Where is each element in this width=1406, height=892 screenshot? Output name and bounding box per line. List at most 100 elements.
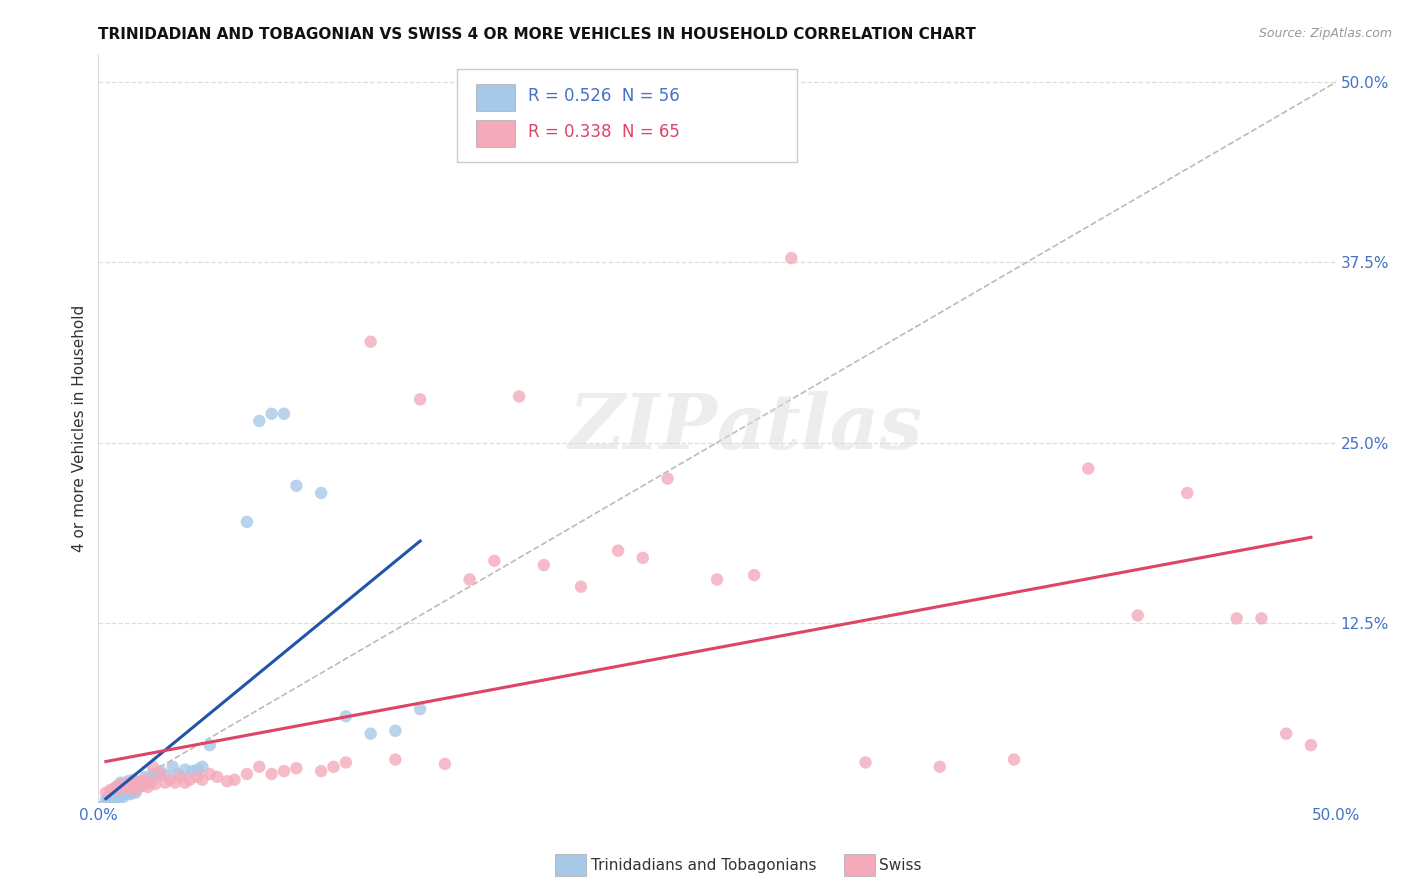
- Point: [129, 774, 152, 789]
- Point: [409, 392, 432, 407]
- Point: [124, 786, 146, 800]
- Point: [107, 779, 129, 793]
- Point: [127, 781, 149, 796]
- Point: [122, 784, 145, 798]
- Point: [155, 768, 177, 782]
- Point: [143, 770, 166, 784]
- Point: [433, 756, 456, 771]
- Point: [458, 573, 481, 587]
- Point: [360, 334, 382, 349]
- Point: [322, 760, 344, 774]
- Point: [143, 777, 166, 791]
- Point: [236, 767, 259, 781]
- Point: [103, 787, 125, 801]
- Point: [309, 764, 332, 778]
- Point: [139, 775, 162, 789]
- Point: [1126, 608, 1149, 623]
- Point: [103, 793, 125, 807]
- Point: [142, 767, 165, 781]
- Point: [134, 770, 156, 784]
- Text: Swiss: Swiss: [879, 858, 921, 872]
- Point: [780, 251, 803, 265]
- Point: [508, 389, 530, 403]
- Text: TRINIDADIAN AND TOBAGONIAN VS SWISS 4 OR MORE VEHICLES IN HOUSEHOLD CORRELATION : TRINIDADIAN AND TOBAGONIAN VS SWISS 4 OR…: [98, 27, 976, 42]
- Point: [1299, 738, 1322, 752]
- Point: [149, 767, 172, 781]
- Point: [533, 558, 555, 572]
- Point: [198, 738, 221, 752]
- Text: Source: ZipAtlas.com: Source: ZipAtlas.com: [1258, 27, 1392, 40]
- Point: [409, 702, 432, 716]
- Point: [174, 775, 197, 789]
- Point: [112, 784, 135, 798]
- Point: [706, 573, 728, 587]
- Point: [149, 764, 172, 778]
- Point: [127, 777, 149, 791]
- Point: [360, 726, 382, 740]
- Point: [335, 756, 357, 770]
- Point: [1077, 461, 1099, 475]
- Point: [112, 777, 135, 791]
- Point: [110, 779, 132, 793]
- Point: [384, 723, 406, 738]
- Text: R = 0.338  N = 65: R = 0.338 N = 65: [527, 123, 679, 141]
- Point: [247, 760, 270, 774]
- Point: [162, 760, 184, 774]
- Point: [285, 761, 308, 775]
- Point: [142, 760, 165, 774]
- Point: [191, 760, 214, 774]
- Point: [120, 781, 142, 796]
- Point: [136, 780, 159, 794]
- Point: [136, 772, 159, 787]
- Point: [117, 774, 139, 789]
- Point: [742, 568, 765, 582]
- Point: [120, 779, 142, 793]
- Point: [169, 770, 191, 784]
- Point: [309, 486, 332, 500]
- Point: [273, 764, 295, 778]
- Point: [110, 782, 132, 797]
- FancyBboxPatch shape: [457, 69, 797, 162]
- Y-axis label: 4 or more Vehicles in Household: 4 or more Vehicles in Household: [72, 304, 87, 552]
- Point: [120, 787, 142, 801]
- Point: [139, 774, 162, 789]
- Point: [117, 775, 139, 789]
- Point: [174, 763, 197, 777]
- Point: [1275, 726, 1298, 740]
- Text: R = 0.526  N = 56: R = 0.526 N = 56: [527, 87, 679, 105]
- Point: [484, 554, 506, 568]
- Point: [198, 767, 221, 781]
- Point: [273, 407, 295, 421]
- Point: [186, 763, 208, 777]
- Text: atlas: atlas: [717, 392, 924, 465]
- Point: [100, 782, 122, 797]
- Point: [107, 791, 129, 805]
- Point: [631, 550, 654, 565]
- Point: [122, 772, 145, 787]
- Point: [335, 709, 357, 723]
- Point: [569, 580, 592, 594]
- Point: [236, 515, 259, 529]
- Point: [224, 772, 246, 787]
- Point: [94, 786, 117, 800]
- Point: [166, 767, 188, 781]
- Point: [122, 777, 145, 791]
- Point: [100, 784, 122, 798]
- Point: [107, 781, 129, 796]
- Point: [107, 786, 129, 800]
- Point: [384, 753, 406, 767]
- Point: [124, 782, 146, 797]
- Point: [205, 770, 228, 784]
- Point: [155, 775, 177, 789]
- Point: [104, 790, 127, 805]
- Point: [1250, 611, 1272, 625]
- Point: [179, 772, 201, 787]
- Text: Trinidadians and Tobagonians: Trinidadians and Tobagonians: [591, 858, 815, 872]
- Point: [110, 789, 132, 803]
- Point: [112, 781, 135, 796]
- Point: [100, 789, 122, 803]
- Point: [1002, 753, 1025, 767]
- Point: [110, 775, 132, 789]
- Point: [191, 772, 214, 787]
- Point: [132, 779, 155, 793]
